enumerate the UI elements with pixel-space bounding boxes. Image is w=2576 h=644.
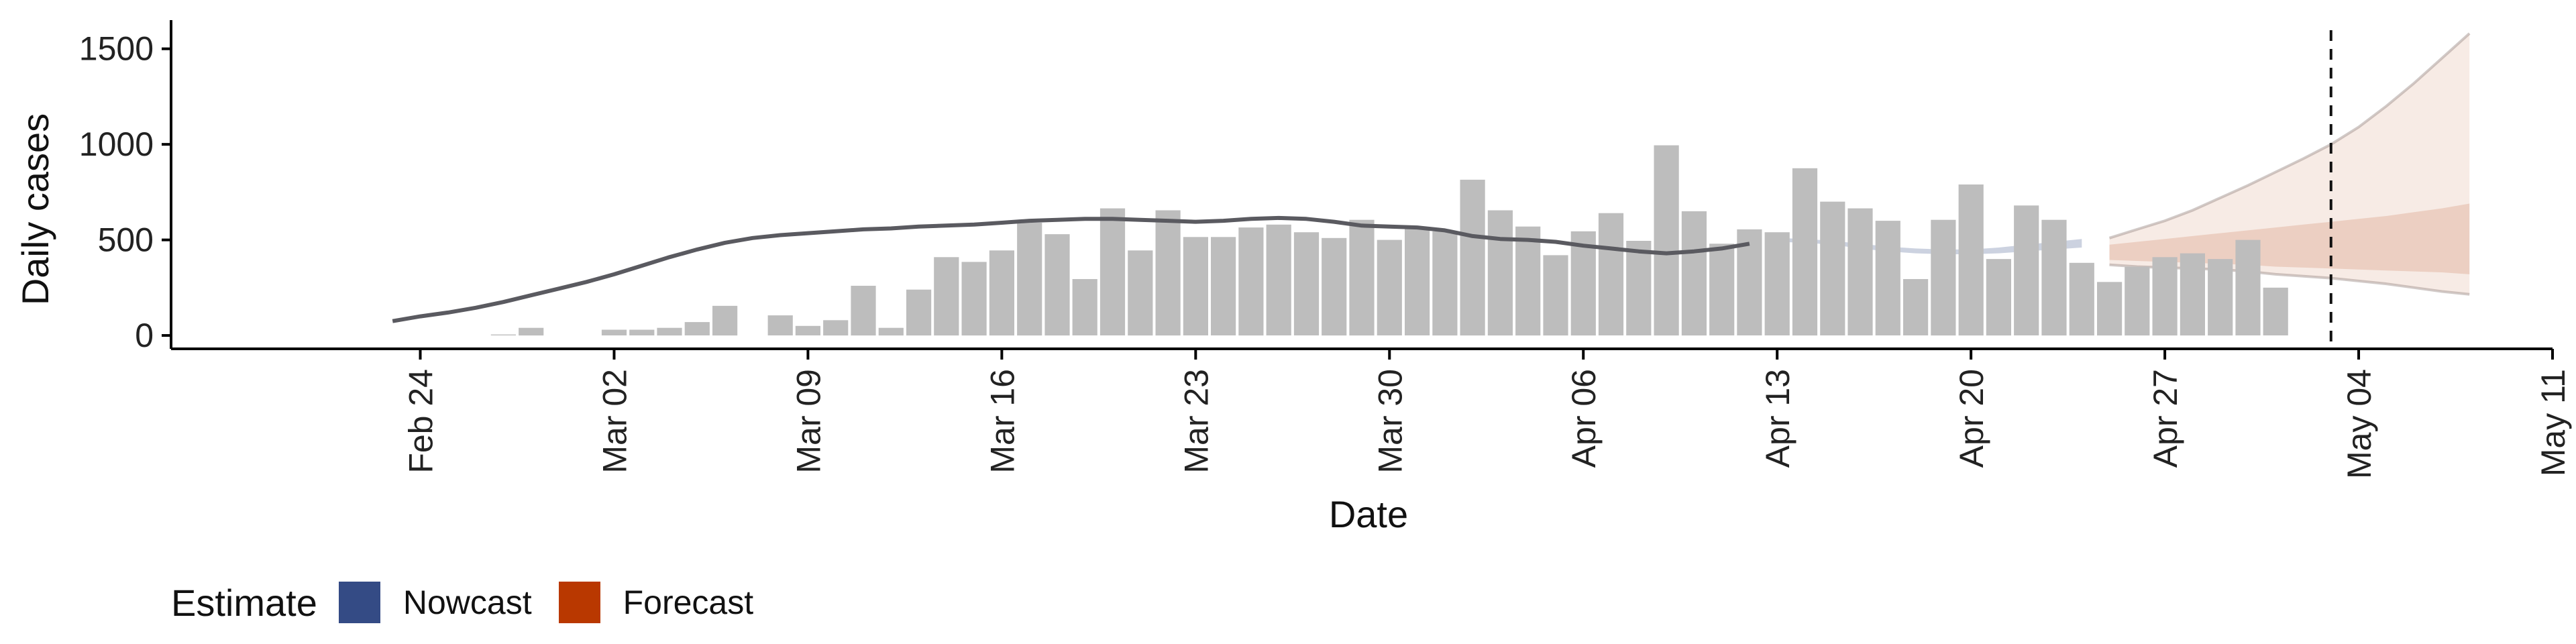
case-bar [2014,205,2039,335]
case-bar [2097,282,2123,336]
case-bar [1432,231,1458,336]
case-bar [961,262,987,336]
x-tick-label: Mar 02 [596,369,633,474]
nowcast-band [1777,237,2082,254]
case-bar [2208,259,2233,336]
legend-label-forecast: Forecast [623,584,754,621]
case-bar [1903,279,1929,335]
case-bar [1820,201,1845,335]
case-bar [712,305,738,336]
case-bar [601,329,627,335]
legend: Estimate Nowcast Forecast [171,576,780,629]
case-bar [1598,213,1624,335]
case-bar [2235,239,2261,335]
case-bar [1377,239,1402,335]
y-tick-label: 1000 [79,125,154,163]
case-bar [878,327,904,336]
case-bar [1543,255,1568,336]
forecast-outer-band [2109,33,2470,294]
case-bar [934,257,959,336]
x-tick-label: May 04 [2341,369,2378,479]
case-bar [1958,184,1984,336]
case-bar [795,325,820,335]
x-tick-label: Apr 13 [1759,369,1796,468]
y-axis-title: Daily cases [14,113,56,305]
x-tick-label: Apr 06 [1565,369,1603,468]
x-tick-label: May 11 [2534,369,2572,476]
case-bar [657,327,682,336]
case-bar [989,250,1014,336]
x-tick-label: Mar 09 [790,369,827,474]
case-bar [1266,224,1291,335]
legend-label-nowcast: Nowcast [402,584,532,621]
legend-key-nowcast [338,582,380,623]
case-bar [629,329,655,335]
case-bar [1570,231,1596,336]
x-axis-title: Date [1329,493,1408,535]
legend-title: Estimate [171,581,317,624]
case-bar [1931,219,1956,336]
case-bar [1764,232,1790,335]
case-bar [1155,210,1181,336]
case-bar [1709,244,1735,335]
legend-key-forecast [558,582,600,623]
case-bar [823,320,849,336]
y-tick-label: 0 [135,317,154,354]
case-bar [851,286,876,336]
case-bar [2263,287,2288,335]
case-bar [1515,226,1541,336]
case-bar [1044,234,1070,336]
case-bar [2041,219,2067,336]
x-tick-label: Feb 24 [402,369,440,474]
case-bar [2125,266,2150,336]
case-bar [1211,237,1236,335]
case-bar [1405,228,1430,335]
case-bar [1654,145,1679,336]
case-bar [1349,219,1375,336]
case-bar [684,322,710,335]
case-bar [1487,210,1513,336]
case-bar [1626,241,1652,335]
case-bar [906,289,932,336]
case-bar [1017,223,1042,336]
case-bar [1128,250,1153,336]
case-bar [1792,168,1818,336]
case-bar [1681,211,1707,336]
case-bar [1293,232,1320,335]
axes: 0 500 1000 1500 Feb 24 Mar 02 Mar 09 Mar 16 Mar … [79,20,2572,479]
estimate-line-group [392,215,1750,323]
y-tick-label: 1500 [79,30,154,68]
daily-case-bars [490,145,2288,336]
y-tick-label: 500 [98,221,154,259]
case-bar [1099,208,1126,335]
case-bar [767,315,793,335]
x-tick-label: Apr 27 [2147,369,2184,468]
forecast-upper-edge [2108,32,2471,239]
case-bar [2152,257,2178,336]
estimate-line [392,215,1750,323]
x-tick-label: Mar 30 [1371,369,1409,474]
x-tick-label: Mar 23 [1177,369,1215,474]
case-bar [2069,262,2094,336]
case-bar [1072,279,1097,335]
case-bar [2180,253,2205,336]
case-bar [1847,208,1873,335]
case-bar [1986,259,2011,336]
case-bar [519,327,544,336]
case-bar [1322,237,1347,336]
x-tick-label: Mar 16 [983,369,1021,474]
case-bar [1183,237,1208,335]
case-bar [1875,221,1900,335]
case-bar [1238,227,1264,336]
x-tick-label: Apr 20 [1953,369,1990,468]
case-bar [1460,179,1485,336]
